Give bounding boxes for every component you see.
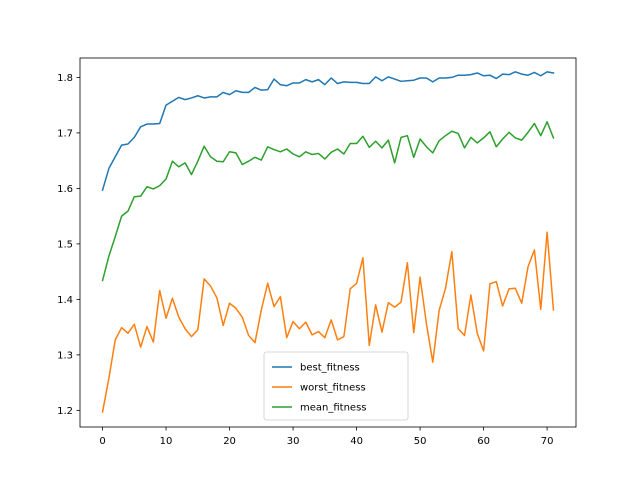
x-tick-label: 10 <box>160 436 173 447</box>
x-tick-label: 70 <box>541 436 554 447</box>
legend-label-best_fitness: best_fitness <box>300 363 360 374</box>
y-tick-label: 1.7 <box>57 128 73 139</box>
y-tick-label: 1.6 <box>57 184 73 195</box>
x-tick-label: 60 <box>477 436 490 447</box>
y-tick-label: 1.5 <box>57 239 73 250</box>
legend-label-mean_fitness: mean_fitness <box>300 403 367 414</box>
legend-box <box>263 351 409 421</box>
y-tick-label: 1.8 <box>57 73 73 84</box>
legend-label-worst_fitness: worst_fitness <box>300 383 366 394</box>
y-tick-label: 1.2 <box>57 406 73 417</box>
axes: 0 10 20 30 40 50 60 70 1.2 1.3 1.4 1.5 1.6 1.7 1.8 <box>57 57 577 447</box>
x-tick-label: 40 <box>350 436 363 447</box>
x-tick-label: 0 <box>99 436 105 447</box>
series-line-mean_fitness <box>101 121 555 282</box>
series-line-best_fitness <box>101 71 555 191</box>
x-tick-label: 30 <box>287 436 300 447</box>
series-lines <box>101 71 555 413</box>
axes-frame <box>79 57 577 428</box>
series-line-worst_fitness <box>101 231 555 413</box>
y-tick-label: 1.3 <box>57 350 73 361</box>
x-tick-label: 50 <box>414 436 427 447</box>
x-tick-label: 20 <box>223 436 236 447</box>
legend: best_fitness worst_fitness mean_fitness <box>263 351 409 421</box>
y-tick-label: 1.4 <box>57 295 73 306</box>
